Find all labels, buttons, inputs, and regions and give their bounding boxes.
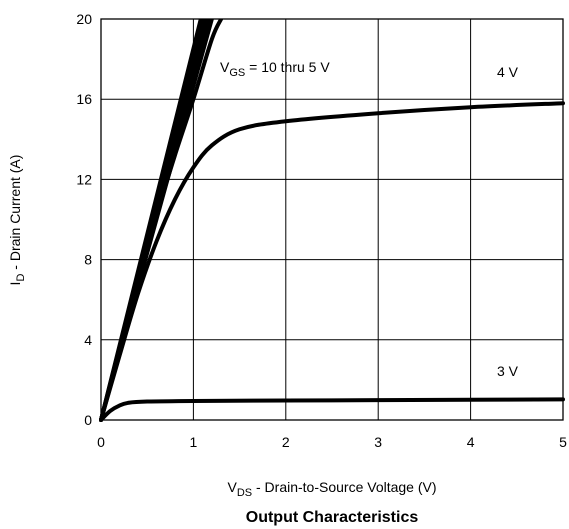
- grid-lines: [101, 19, 563, 420]
- y-tick-label: 12: [76, 171, 92, 187]
- y-tick-label: 16: [76, 91, 92, 107]
- x-axis-title: VDS - Drain-to-Source Voltage (V): [227, 479, 436, 499]
- x-tick-label: 3: [374, 434, 382, 450]
- series-line: [99, 101, 565, 422]
- y-tick-label: 0: [84, 412, 92, 428]
- y-axis-title: ID - Drain Current (A): [7, 155, 27, 286]
- series-curves: [99, 19, 565, 422]
- x-tick-label: 5: [559, 434, 567, 450]
- series-line: [99, 19, 224, 422]
- series-label-3v: 3 V: [497, 363, 519, 379]
- x-tick-label: 4: [467, 434, 475, 450]
- plot-frame: [100, 18, 564, 421]
- x-tick-label: 1: [190, 434, 198, 450]
- series-label-4v: 4 V: [497, 64, 519, 80]
- vgs-group-label: VGS = 10 thru 5 V: [220, 59, 330, 79]
- x-tick-label: 0: [97, 434, 105, 450]
- y-tick-label: 20: [76, 11, 92, 27]
- series-line: [99, 397, 565, 422]
- x-tick-label: 2: [282, 434, 290, 450]
- chart-title: Output Characteristics: [246, 509, 419, 526]
- y-tick-label: 8: [84, 252, 92, 268]
- y-tick-label: 4: [84, 332, 92, 348]
